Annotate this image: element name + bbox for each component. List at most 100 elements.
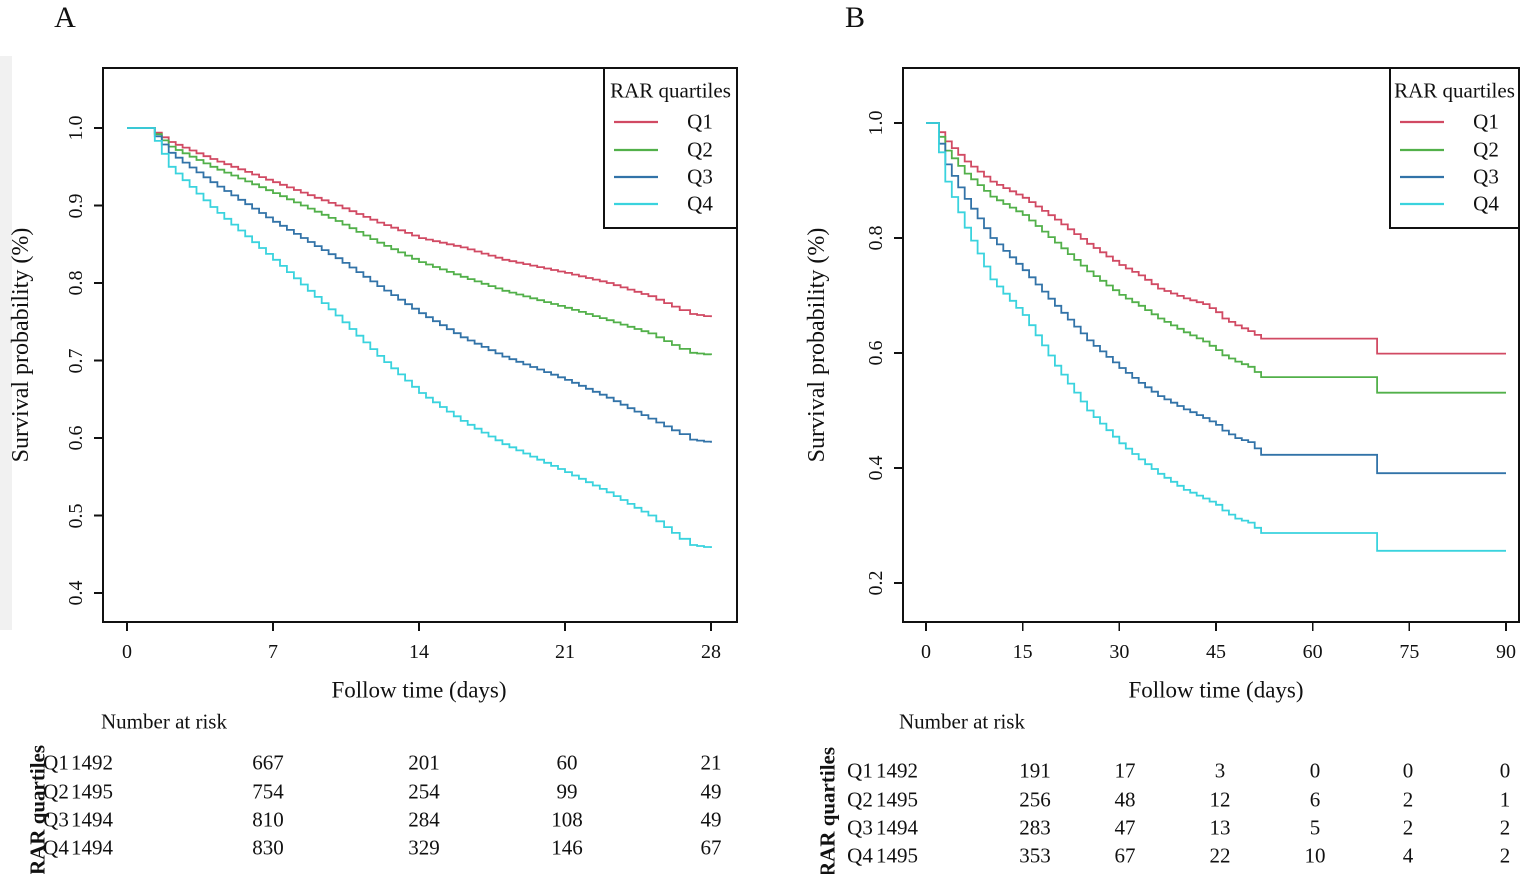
risk-count: 2 bbox=[1402, 815, 1414, 840]
risk-count: 17 bbox=[1114, 758, 1136, 783]
legend-title: RAR quartiles bbox=[1394, 78, 1515, 103]
legend-box bbox=[603, 67, 738, 229]
legend-entry-label: Q2 bbox=[1473, 137, 1499, 162]
x-axis-title: Follow time (days) bbox=[331, 677, 507, 703]
risk-row-label: Q1 bbox=[847, 758, 873, 783]
survival-curve-q2 bbox=[926, 122, 1506, 394]
legend-entry-label: Q4 bbox=[1473, 191, 1499, 216]
risk-count: 67 bbox=[1114, 843, 1136, 868]
y-axis-title: Survival probability (%) bbox=[804, 227, 830, 463]
survival-curve-q3 bbox=[127, 127, 712, 443]
risk-count: 47 bbox=[1114, 815, 1136, 840]
x-tick-label: 75 bbox=[1399, 641, 1420, 663]
legend-entry-label: Q1 bbox=[687, 109, 713, 134]
plot-frame bbox=[902, 67, 1520, 623]
y-tick-label: 1.0 bbox=[65, 115, 87, 141]
y-tick-label: 0.9 bbox=[65, 193, 87, 218]
risk-count: 810 bbox=[252, 807, 284, 832]
x-tick-label: 60 bbox=[1302, 641, 1323, 663]
y-tick-label: 0.5 bbox=[65, 503, 87, 528]
risk-count: 201 bbox=[408, 750, 440, 775]
x-tick-label: 28 bbox=[701, 641, 721, 663]
legend-entry-label: Q4 bbox=[687, 191, 713, 216]
y-tick-label: 0.4 bbox=[65, 580, 87, 606]
risk-count: 3 bbox=[1214, 758, 1226, 783]
risk-count: 60 bbox=[556, 750, 578, 775]
y-tick-label: 1.0 bbox=[865, 110, 887, 136]
legend-entry-label: Q3 bbox=[1473, 164, 1499, 189]
x-tick-label: 30 bbox=[1109, 641, 1130, 663]
legend-box bbox=[1389, 67, 1520, 229]
survival-curve-q1 bbox=[127, 127, 712, 318]
y-tick-label: 0.8 bbox=[865, 225, 887, 251]
risk-count: 256 bbox=[1019, 787, 1051, 812]
y-tick-label: 0.4 bbox=[865, 455, 887, 481]
risk-count: 284 bbox=[408, 807, 440, 832]
risk-count: 12 bbox=[1209, 787, 1231, 812]
x-tick-label: 7 bbox=[268, 641, 278, 663]
risk-count: 1492 bbox=[876, 758, 918, 783]
survival-curve-q2 bbox=[127, 127, 712, 356]
risk-count: 13 bbox=[1209, 815, 1231, 840]
risk-count: 754 bbox=[252, 779, 284, 804]
y-tick-label: 0.8 bbox=[65, 270, 87, 296]
risk-count: 1494 bbox=[876, 815, 918, 840]
risk-row-label: Q4 bbox=[43, 835, 69, 860]
y-tick-label: 0.2 bbox=[865, 570, 887, 596]
risk-row-label: Q1 bbox=[43, 750, 69, 775]
risk-count: 146 bbox=[551, 835, 583, 860]
risk-count: 6 bbox=[1309, 787, 1321, 812]
risk-table-title: Number at risk bbox=[899, 709, 1025, 734]
risk-count: 2 bbox=[1499, 815, 1511, 840]
risk-count: 283 bbox=[1019, 815, 1051, 840]
risk-count: 49 bbox=[700, 807, 722, 832]
scan-edge-strip bbox=[0, 56, 12, 630]
risk-count: 99 bbox=[556, 779, 578, 804]
legend-entry-label: Q1 bbox=[1473, 109, 1499, 134]
risk-count: 0 bbox=[1309, 758, 1321, 783]
y-axis-title: Survival probability (%) bbox=[8, 227, 34, 463]
risk-count: 353 bbox=[1019, 843, 1051, 868]
risk-count: 2 bbox=[1402, 787, 1414, 812]
survival-curve-q4 bbox=[127, 127, 712, 548]
y-tick-label: 0.7 bbox=[65, 348, 87, 373]
risk-count: 191 bbox=[1019, 758, 1051, 783]
risk-count: 10 bbox=[1304, 843, 1326, 868]
legend-entry-label: Q3 bbox=[687, 164, 713, 189]
risk-count: 830 bbox=[252, 835, 284, 860]
x-tick-label: 0 bbox=[921, 641, 931, 663]
risk-count: 22 bbox=[1209, 843, 1231, 868]
x-tick-label: 45 bbox=[1206, 641, 1226, 663]
risk-count: 1495 bbox=[71, 779, 113, 804]
survival-curve-q1 bbox=[926, 122, 1506, 355]
risk-count: 4 bbox=[1402, 843, 1414, 868]
risk-count: 108 bbox=[551, 807, 583, 832]
risk-count: 48 bbox=[1114, 787, 1136, 812]
risk-count: 1495 bbox=[876, 843, 918, 868]
risk-count: 254 bbox=[408, 779, 440, 804]
risk-table-title: Number at risk bbox=[101, 709, 227, 734]
risk-row-label: Q3 bbox=[847, 815, 873, 840]
risk-count: 329 bbox=[408, 835, 440, 860]
x-tick-label: 0 bbox=[122, 641, 132, 663]
x-tick-label: 90 bbox=[1496, 641, 1516, 663]
legend-title: RAR quartiles bbox=[610, 78, 731, 103]
panel-letter: B bbox=[844, 1, 866, 34]
risk-count: 21 bbox=[700, 750, 722, 775]
risk-count: 2 bbox=[1499, 843, 1511, 868]
risk-count: 1494 bbox=[71, 835, 113, 860]
risk-count: 49 bbox=[700, 779, 722, 804]
risk-count: 0 bbox=[1499, 758, 1511, 783]
risk-row-label: Q4 bbox=[847, 843, 873, 868]
risk-count: 1494 bbox=[71, 807, 113, 832]
legend-entry-label: Q2 bbox=[687, 137, 713, 162]
y-tick-label: 0.6 bbox=[865, 340, 887, 366]
risk-count: 1 bbox=[1499, 787, 1511, 812]
risk-count: 5 bbox=[1309, 815, 1321, 840]
x-tick-label: 14 bbox=[409, 641, 429, 663]
risk-row-label: Q3 bbox=[43, 807, 69, 832]
risk-row-label: Q2 bbox=[43, 779, 69, 804]
risk-table-side-label: RAR quartiles bbox=[815, 746, 840, 874]
